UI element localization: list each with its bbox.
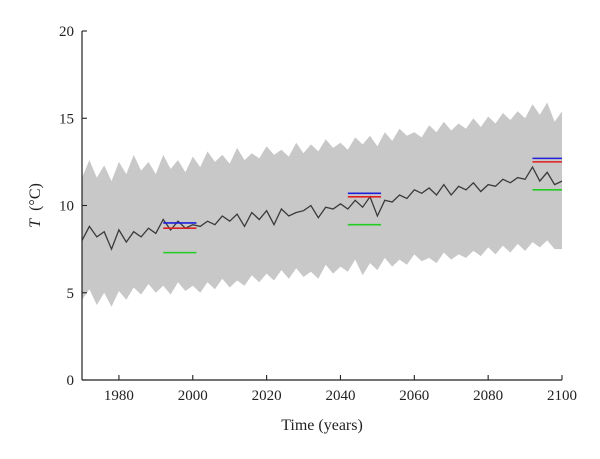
x-axis-label: Time (years) — [281, 417, 363, 434]
y-axis-label: T (°C) — [27, 183, 44, 228]
x-tick-label: 2000 — [178, 388, 208, 404]
x-tick-label: 2080 — [473, 388, 503, 404]
plot-area — [81, 102, 563, 307]
x-tick-label: 2100 — [547, 388, 577, 404]
y-axis-symbol: T — [27, 218, 44, 228]
x-ticks: 1980 2000 2020 2040 2060 2080 2100 — [104, 375, 577, 404]
y-ticks: 0 5 10 15 20 — [59, 24, 87, 389]
x-tick-label: 2040 — [325, 388, 355, 404]
axes: 1980 2000 2020 2040 2060 2080 2100 0 5 10 15 20 — [59, 24, 577, 404]
x-tick-label: 2020 — [252, 388, 282, 404]
y-tick-label: 20 — [59, 24, 74, 40]
y-tick-label: 10 — [59, 199, 74, 215]
y-tick-label: 15 — [59, 111, 74, 127]
series-line — [81, 165, 563, 251]
y-tick-label: 0 — [67, 373, 75, 389]
y-tick-label: 5 — [67, 286, 75, 302]
y-axis-unit: (°C) — [27, 183, 44, 211]
x-tick-label: 2060 — [399, 388, 429, 404]
mean-lines — [163, 157, 562, 254]
spread-band — [82, 102, 562, 307]
x-tick-label: 1980 — [104, 388, 134, 404]
